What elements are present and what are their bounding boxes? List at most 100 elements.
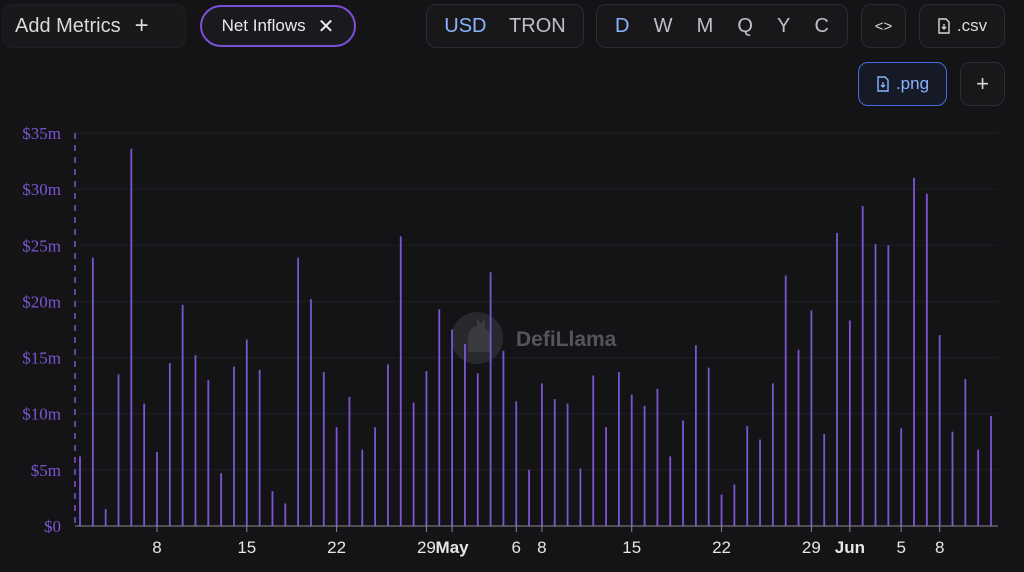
bar[interactable] (733, 484, 736, 526)
bar[interactable] (605, 427, 607, 526)
bar[interactable] (682, 420, 684, 526)
bar[interactable] (887, 245, 890, 527)
bar[interactable] (220, 473, 223, 526)
bar[interactable] (977, 449, 980, 526)
period-option-q[interactable]: Q (737, 14, 753, 37)
bar[interactable] (464, 344, 466, 526)
bar[interactable] (951, 431, 954, 526)
bar[interactable] (335, 427, 338, 526)
currency-option-tron[interactable]: TRON (509, 14, 566, 37)
bar[interactable] (925, 193, 928, 527)
download-png-button[interactable]: .png (858, 62, 947, 106)
bar[interactable] (245, 339, 248, 526)
embed-button[interactable]: <> (861, 4, 906, 48)
bar[interactable] (541, 383, 543, 526)
bar[interactable] (181, 304, 184, 526)
bar[interactable] (476, 373, 479, 526)
bar[interactable] (553, 399, 556, 526)
period-option-d[interactable]: D (615, 14, 630, 37)
bar[interactable] (168, 363, 171, 526)
bar[interactable] (271, 491, 274, 526)
bar[interactable] (374, 427, 377, 526)
bar[interactable] (502, 350, 505, 526)
bar[interactable] (630, 394, 633, 526)
bar[interactable] (720, 494, 723, 526)
bar[interactable] (579, 468, 582, 526)
bar[interactable] (399, 236, 402, 526)
bar[interactable] (387, 364, 389, 526)
bar[interactable] (438, 309, 441, 526)
bar[interactable] (297, 257, 300, 526)
metric-chip-net-inflows[interactable]: Net Inflows ✕ (200, 5, 356, 47)
bar[interactable] (643, 405, 646, 526)
bar[interactable] (694, 345, 697, 526)
period-option-w[interactable]: W (653, 14, 673, 37)
bar[interactable] (823, 433, 826, 526)
bar[interactable] (861, 205, 864, 526)
bar[interactable] (233, 366, 235, 526)
bar[interactable] (156, 451, 158, 526)
bar[interactable] (361, 449, 364, 526)
bar[interactable] (669, 456, 672, 526)
bar[interactable] (104, 509, 107, 526)
period-option-c[interactable]: C (814, 14, 829, 37)
bar[interactable] (592, 375, 595, 526)
x-tick-label: May (436, 538, 470, 557)
add-metrics-label: Add Metrics (15, 14, 121, 37)
bar[interactable] (913, 177, 915, 526)
bar[interactable] (348, 396, 351, 526)
bar[interactable] (707, 367, 710, 526)
bar[interactable] (412, 402, 415, 526)
x-tick-label: 22 (327, 538, 346, 557)
y-tick-label: $15m (22, 349, 61, 368)
bar[interactable] (322, 372, 325, 526)
bar[interactable] (451, 329, 453, 527)
bar[interactable] (656, 389, 659, 526)
file-download-icon (877, 76, 889, 92)
y-tick-label: $5m (31, 461, 61, 480)
period-option-y[interactable]: Y (777, 14, 791, 37)
bar[interactable] (771, 383, 774, 526)
bar[interactable] (848, 320, 851, 526)
bar[interactable] (618, 372, 620, 526)
bar[interactable] (938, 335, 941, 526)
y-tick-label: $10m (22, 405, 61, 424)
bar[interactable] (284, 503, 287, 526)
bar[interactable] (810, 310, 813, 526)
bar[interactable] (900, 428, 903, 526)
bar[interactable] (566, 403, 569, 526)
bar[interactable] (258, 369, 261, 526)
bar[interactable] (79, 456, 81, 526)
bar[interactable] (797, 349, 800, 526)
bar[interactable] (425, 371, 428, 526)
close-icon[interactable]: ✕ (317, 15, 335, 38)
bar[interactable] (746, 426, 749, 526)
bar[interactable] (515, 401, 518, 526)
y-axis: $0 $5m $10m $15m $20m $25m $30m $35m (22, 124, 76, 536)
bar[interactable] (117, 374, 120, 526)
add-metrics-button[interactable]: Add Metrics + (2, 4, 186, 48)
bar[interactable] (874, 244, 877, 527)
bar[interactable] (91, 257, 94, 526)
bar[interactable] (489, 272, 492, 526)
bar[interactable] (836, 232, 838, 527)
bar[interactable] (964, 378, 967, 526)
plus-icon: + (976, 71, 989, 96)
bar[interactable] (310, 299, 312, 526)
period-option-m[interactable]: M (696, 14, 714, 37)
bar[interactable] (990, 415, 992, 526)
bar[interactable] (194, 355, 197, 526)
bar[interactable] (130, 148, 133, 526)
download-csv-button[interactable]: .csv (919, 4, 1005, 48)
y-tick-label: $0 (44, 517, 61, 536)
bar[interactable] (528, 469, 530, 526)
code-icon: <> (874, 17, 893, 35)
bar[interactable] (759, 439, 761, 526)
metric-chip-label: Net Inflows (221, 16, 306, 35)
bar[interactable] (784, 275, 787, 526)
expand-chart-button[interactable]: + (960, 62, 1005, 106)
currency-option-usd[interactable]: USD (444, 14, 487, 37)
bar[interactable] (207, 380, 210, 526)
bar[interactable] (143, 403, 146, 526)
